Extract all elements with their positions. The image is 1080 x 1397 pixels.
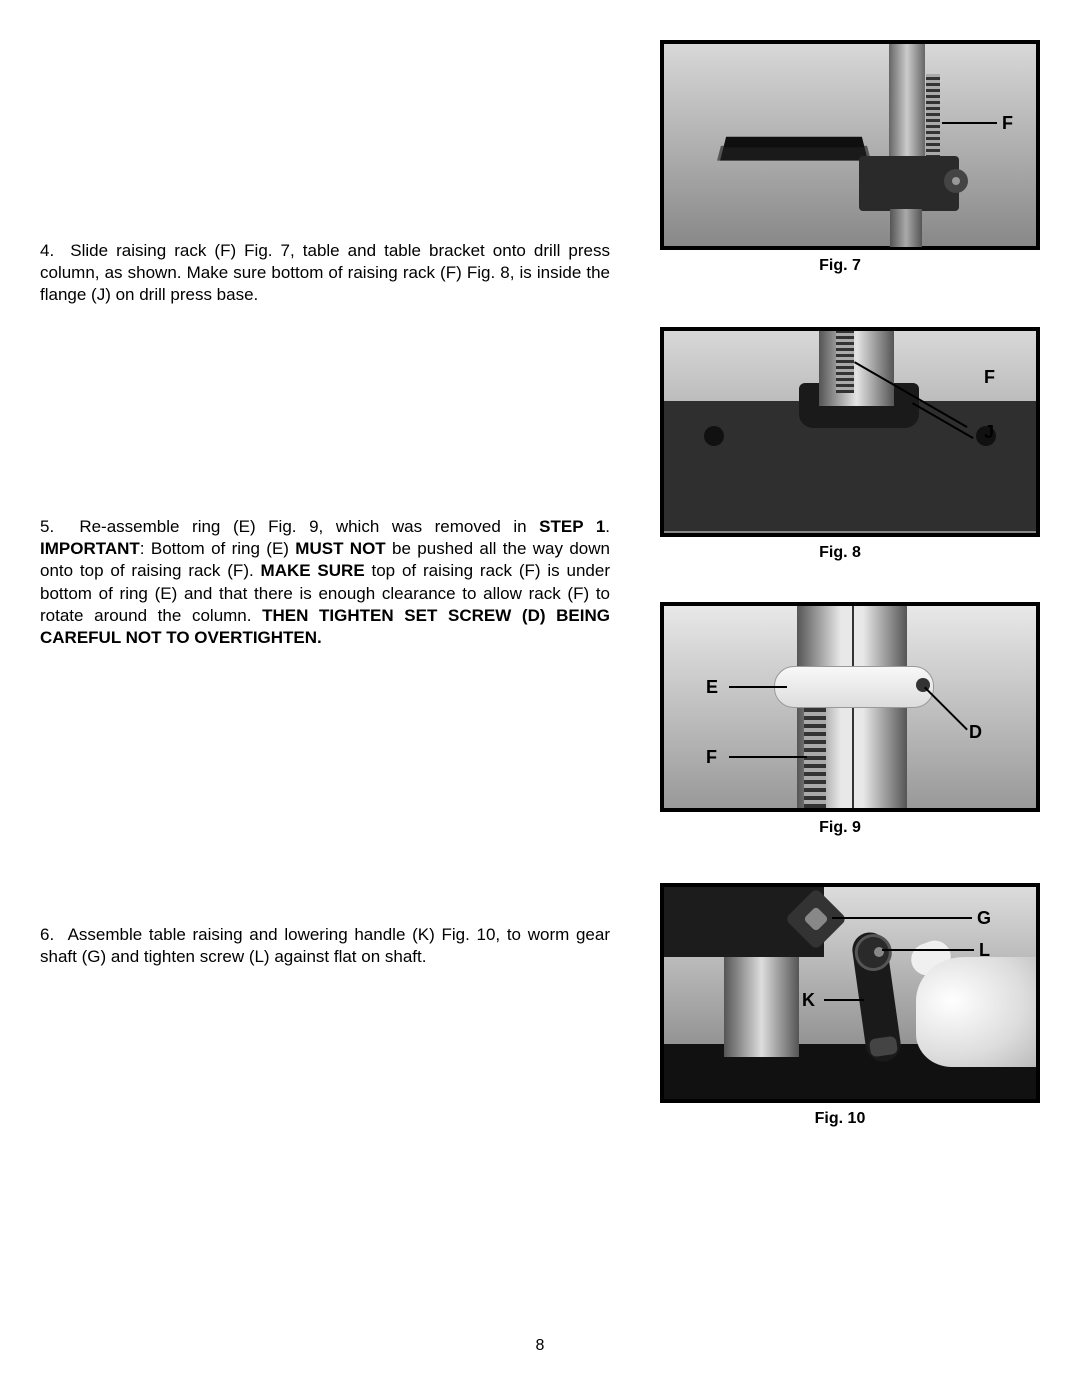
label-f: F	[1002, 112, 1013, 135]
step-text: Assemble table raising and lowering hand…	[40, 925, 610, 966]
page: 4. Slide raising rack (F) Fig. 7, table …	[40, 40, 1040, 1130]
bold: MAKE SURE	[261, 561, 365, 580]
bold: MUST NOT	[295, 539, 385, 558]
step-number: 6.	[40, 925, 54, 944]
step-text: : Bottom of ring (E)	[140, 539, 296, 558]
label-f: F	[706, 746, 717, 769]
figure-column: F Fig. 7 F J Fig. 8 E F D Fig.	[640, 40, 1040, 1130]
instruction-4: 4. Slide raising rack (F) Fig. 7, table …	[40, 240, 610, 306]
label-d: D	[969, 721, 982, 744]
step-text: Re-assemble ring (E) Fig. 9, which was r…	[79, 517, 539, 536]
step-number: 5.	[40, 517, 54, 536]
label-f: F	[984, 366, 995, 389]
step-text: Slide raising rack (F) Fig. 7, table and…	[40, 241, 610, 304]
page-number: 8	[536, 1336, 545, 1357]
instruction-6: 6. Assemble table raising and lowering h…	[40, 924, 610, 968]
label-g: G	[977, 907, 991, 930]
figure-7-caption: Fig. 7	[640, 256, 1040, 277]
figure-7: F	[660, 40, 1040, 250]
figure-8: F J	[660, 327, 1040, 537]
bold: STEP 1	[539, 517, 605, 536]
label-j: J	[984, 421, 994, 444]
bold: IMPORTANT	[40, 539, 140, 558]
step-number: 4.	[40, 241, 54, 260]
label-l: L	[979, 939, 990, 962]
figure-10-caption: Fig. 10	[640, 1109, 1040, 1130]
step-text: .	[605, 517, 610, 536]
figure-8-caption: Fig. 8	[640, 543, 1040, 564]
label-e: E	[706, 676, 718, 699]
figure-9: E F D	[660, 602, 1040, 812]
text-column: 4. Slide raising rack (F) Fig. 7, table …	[40, 40, 610, 1130]
label-k: K	[802, 989, 815, 1012]
figure-10: G L K	[660, 883, 1040, 1103]
instruction-5: 5. Re-assemble ring (E) Fig. 9, which wa…	[40, 516, 610, 649]
figure-9-caption: Fig. 9	[640, 818, 1040, 839]
